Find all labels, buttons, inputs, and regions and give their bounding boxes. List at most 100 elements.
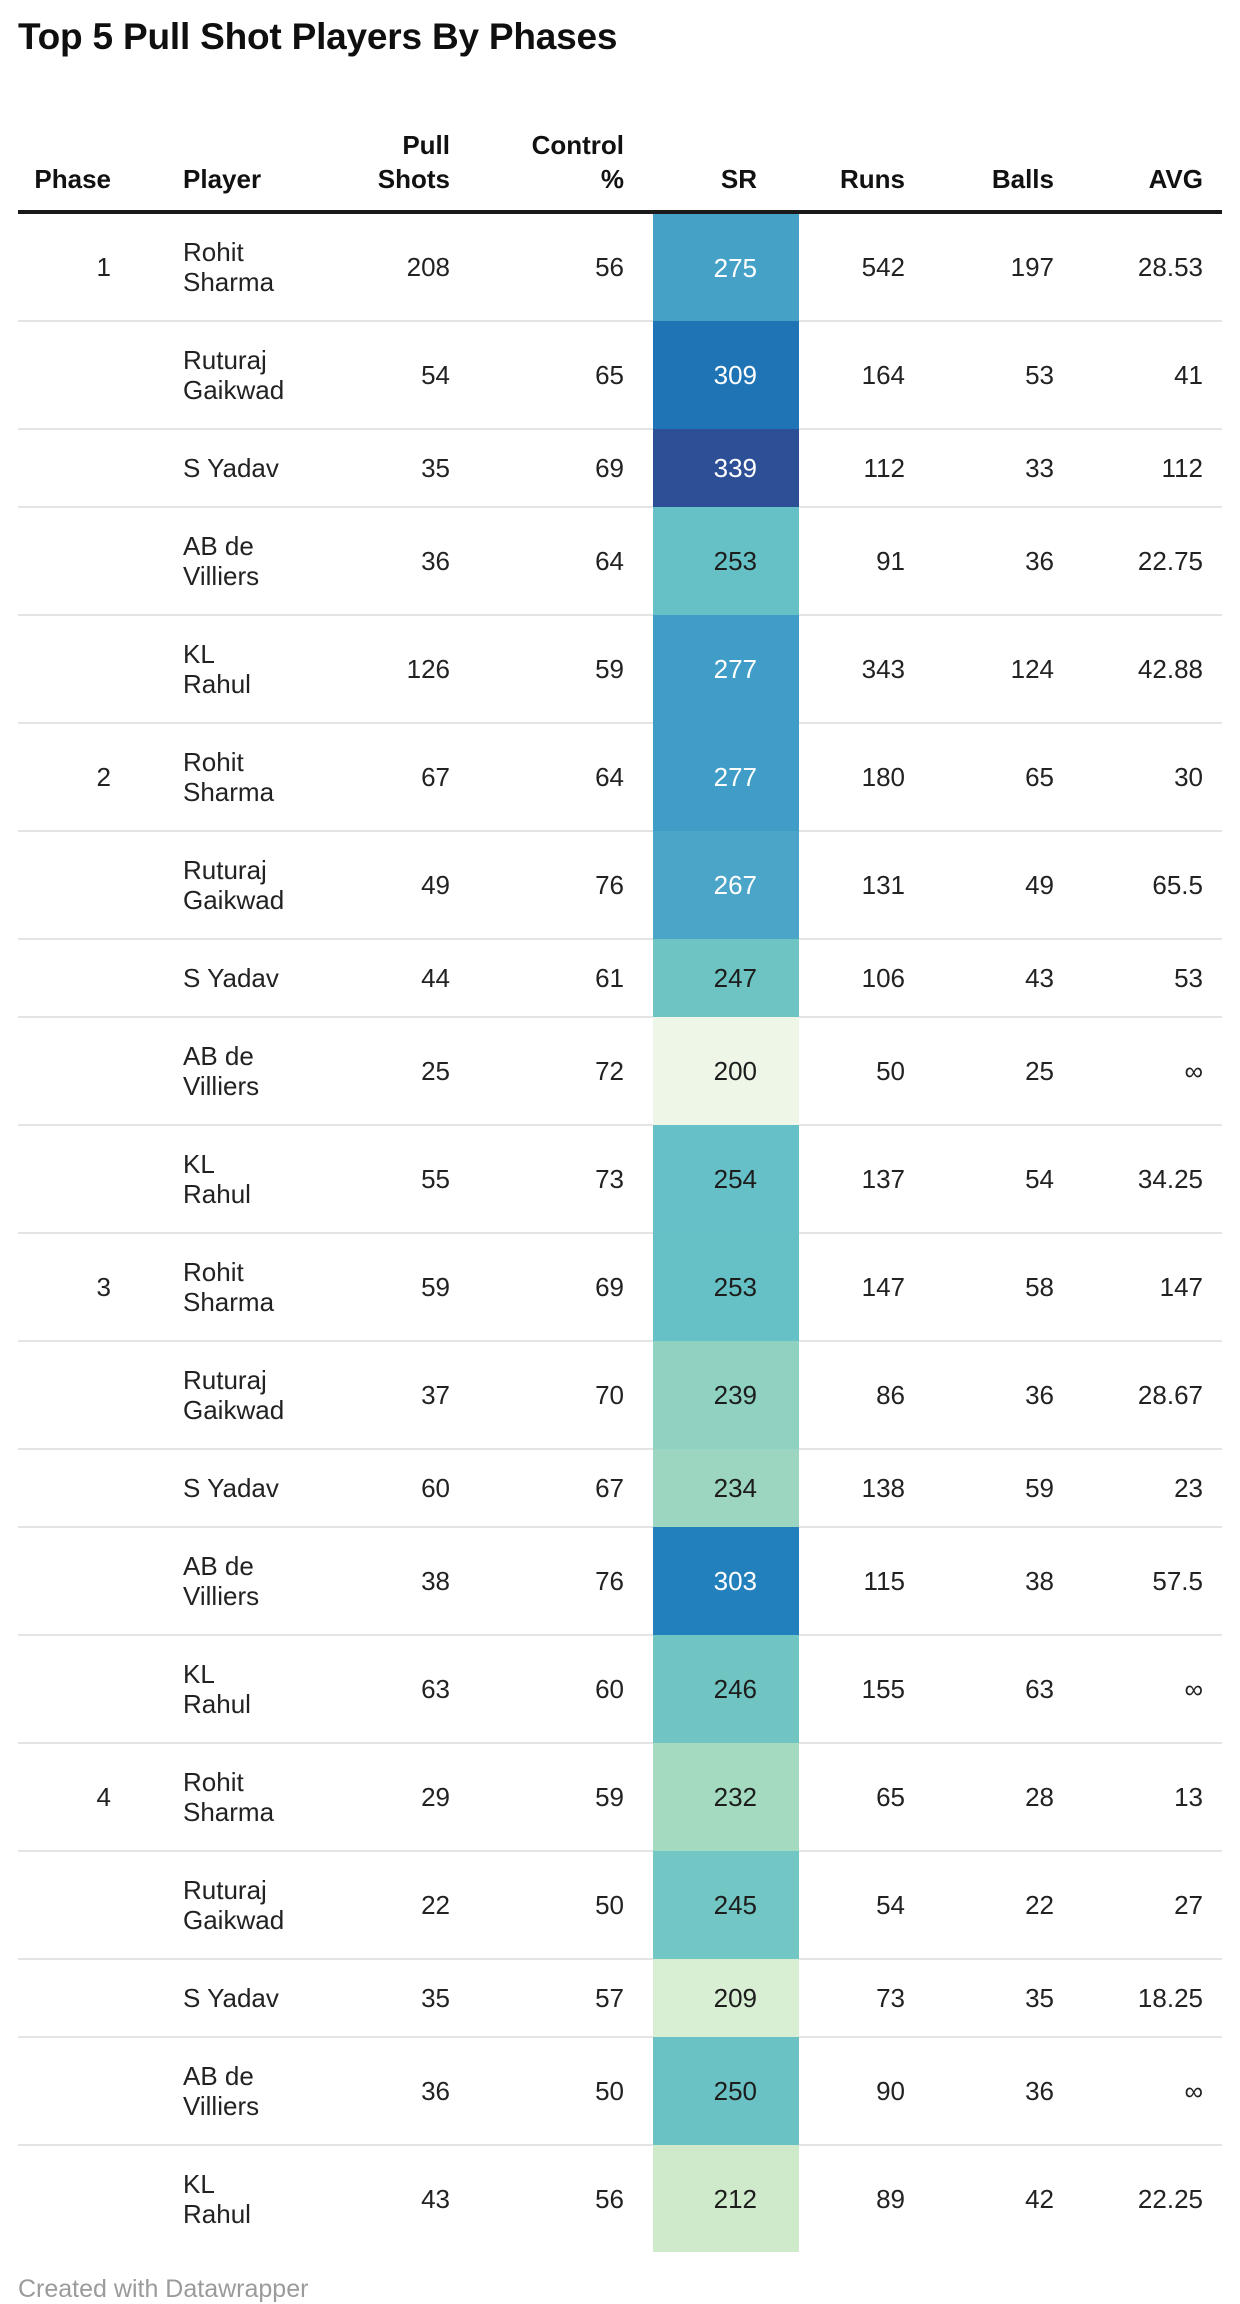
- cell-control-pct: 59: [455, 1743, 653, 1852]
- cell-balls: 42: [1025, 2184, 1054, 2214]
- cell-runs: 50: [799, 1017, 906, 1126]
- cell-phase: [18, 939, 111, 1018]
- cell-player: S Yadav: [111, 1959, 286, 2038]
- cell-avg: 18.25: [1054, 1959, 1222, 2038]
- cell-phase: [18, 1017, 111, 1126]
- table-row: KL Rahul 43 56 212 89 42 22.25: [18, 2145, 1222, 2252]
- cell-control-pct: 50: [455, 1851, 653, 1960]
- table-row: 2 Rohit Sharma 67 64 277 180 65 30: [18, 723, 1222, 832]
- cell-sr: 245: [653, 1851, 799, 1959]
- cell-balls: 33: [906, 429, 1054, 508]
- cell-sr: 309: [653, 321, 799, 429]
- cell-player: S Yadav: [111, 939, 286, 1018]
- cell-avg: 112: [1054, 429, 1222, 508]
- table-row: 1 Rohit Sharma 208 56 275 542 197 28.53: [18, 212, 1222, 322]
- cell-runs: 343: [799, 615, 906, 724]
- datawrapper-credit-link[interactable]: Created with Datawrapper: [18, 2275, 309, 2303]
- cell-player: AB de Villiers: [111, 1017, 286, 1126]
- cell-sr: 253: [653, 507, 799, 615]
- cell-balls: 36: [906, 1341, 1054, 1450]
- cell-sr: 246: [653, 1635, 799, 1743]
- cell-phase: [18, 615, 111, 724]
- column-header-pull-shots: Pull Shots: [286, 82, 455, 214]
- cell-runs: 115: [799, 1527, 906, 1636]
- cell-pull-shots: 36: [286, 2037, 455, 2146]
- cell-sr: 209: [653, 1959, 799, 2037]
- cell-phase: 2: [18, 723, 111, 832]
- cell-sr: 232: [653, 1743, 799, 1851]
- cell-player: KL Rahul: [111, 1125, 286, 1234]
- cell-phase: [18, 1851, 111, 1960]
- cell-pull-shots: 44: [286, 939, 455, 1018]
- table-row: 4 Rohit Sharma 29 59 232 65 28 13: [18, 1743, 1222, 1852]
- table-row: Ruturaj Gaikwad 37 70 239 86 36 28.67: [18, 1341, 1222, 1450]
- cell-phase: [18, 2145, 111, 2252]
- cell-avg: ∞: [1054, 2037, 1222, 2146]
- cell-avg: 30: [1054, 723, 1222, 832]
- data-table: Phase Player Pull Shots Control % SR Run…: [18, 82, 1222, 2252]
- cell-balls: 124: [906, 615, 1054, 724]
- cell-player: Rohit Sharma: [111, 723, 286, 832]
- page-title: Top 5 Pull Shot Players By Phases: [18, 16, 618, 57]
- cell-sr: 303: [653, 1527, 799, 1635]
- table-row: AB de Villiers 36 50 250 90 36 ∞: [18, 2037, 1222, 2146]
- cell-pull-shots: 36: [286, 507, 455, 616]
- cell-balls: 25: [906, 1017, 1054, 1126]
- cell-balls: 65: [906, 723, 1054, 832]
- cell-runs: 73: [799, 1959, 906, 2038]
- cell-avg: 22.25: [1137, 2184, 1203, 2214]
- cell-runs: 147: [799, 1233, 906, 1342]
- cell-sr: 250: [653, 2037, 799, 2145]
- cell-sr: 339: [653, 429, 799, 507]
- cell-runs: 164: [799, 321, 906, 430]
- column-header-control-pct: Control %: [455, 82, 653, 214]
- cell-control-pct: 59: [455, 615, 653, 724]
- cell-balls: 53: [906, 321, 1054, 430]
- cell-pull-shots: 43: [421, 2184, 450, 2214]
- cell-pull-shots: 25: [286, 1017, 455, 1126]
- cell-balls: 197: [906, 212, 1054, 322]
- cell-control-pct: 70: [455, 1341, 653, 1450]
- cell-player: AB de Villiers: [111, 2037, 286, 2146]
- table-row: S Yadav 44 61 247 106 43 53: [18, 939, 1222, 1018]
- footer: Created with Datawrapper: [18, 2274, 1222, 2304]
- cell-avg: 28.67: [1054, 1341, 1222, 1450]
- cell-avg: ∞: [1054, 1635, 1222, 1744]
- cell-pull-shots: 37: [286, 1341, 455, 1450]
- cell-phase: [18, 831, 111, 940]
- column-header-balls: Balls: [906, 82, 1054, 214]
- cell-balls: 28: [906, 1743, 1054, 1852]
- header-row: Phase Player Pull Shots Control % SR Run…: [18, 82, 1222, 214]
- cell-player: AB de Villiers: [111, 507, 286, 616]
- cell-runs: 138: [799, 1449, 906, 1528]
- cell-player: S Yadav: [111, 1449, 286, 1528]
- column-header-phase: Phase: [18, 82, 111, 214]
- table-row: Ruturaj Gaikwad 54 65 309 164 53 41: [18, 321, 1222, 430]
- cell-runs: 542: [799, 212, 906, 322]
- cell-balls: 54: [906, 1125, 1054, 1234]
- cell-avg: 23: [1054, 1449, 1222, 1528]
- table-row: KL Rahul 63 60 246 155 63 ∞: [18, 1635, 1222, 1744]
- cell-phase: [18, 1341, 111, 1450]
- cell-control-pct: 72: [455, 1017, 653, 1126]
- cell-avg: 28.53: [1054, 212, 1222, 322]
- cell-avg: 41: [1054, 321, 1222, 430]
- cell-player: Rohit Sharma: [111, 1743, 286, 1852]
- cell-control-pct: 76: [455, 1527, 653, 1636]
- cell-phase: [18, 1527, 111, 1636]
- cell-balls: 59: [906, 1449, 1054, 1528]
- cell-phase: [18, 1959, 111, 2038]
- cell-pull-shots: 59: [286, 1233, 455, 1342]
- cell-sr: 275: [653, 212, 799, 321]
- cell-player: KL Rahul: [111, 615, 286, 724]
- cell-player: Rohit Sharma: [111, 212, 286, 322]
- cell-player: KL Rahul: [111, 1635, 286, 1744]
- cell-control-pct: 60: [455, 1635, 653, 1744]
- cell-runs: 106: [799, 939, 906, 1018]
- cell-phase: [18, 321, 111, 430]
- cell-phase: [18, 1635, 111, 1744]
- column-header-player: Player: [111, 82, 286, 214]
- cell-phase: 1: [18, 212, 111, 322]
- cell-sr: 247: [653, 939, 799, 1017]
